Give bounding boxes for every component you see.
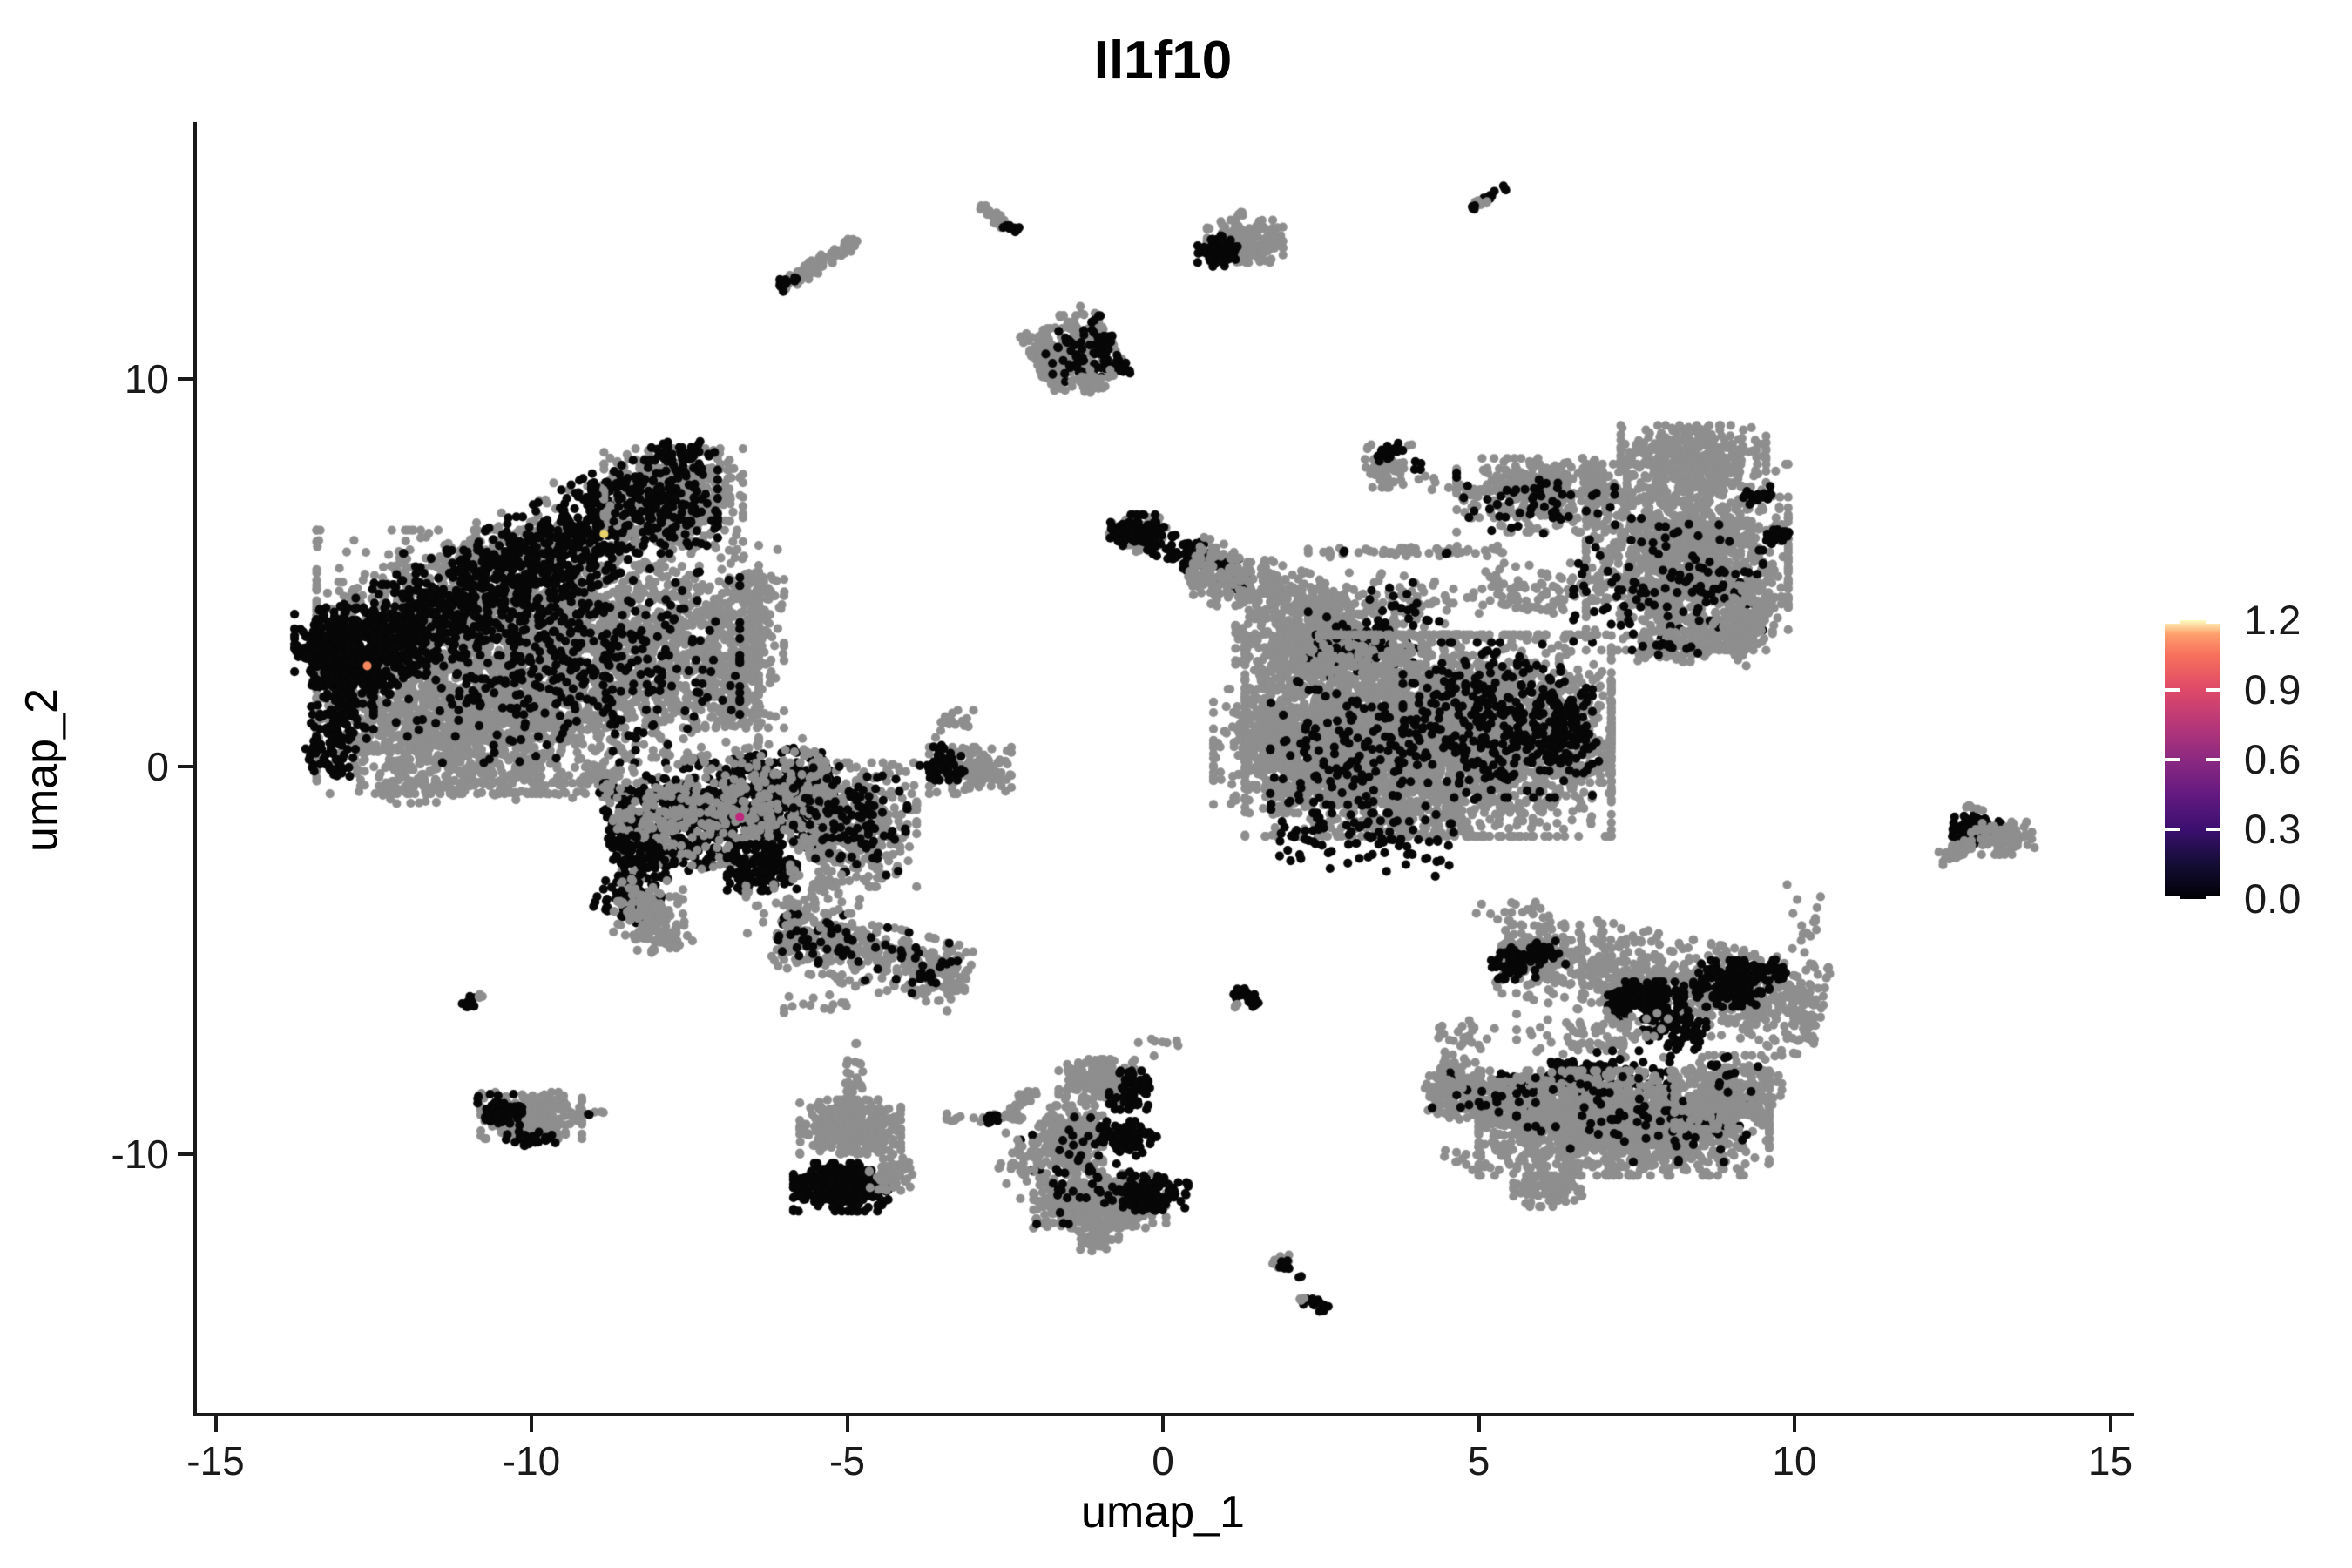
plot-title: Il1f10	[1093, 30, 1233, 91]
x-tick-label: 5	[1467, 1438, 1490, 1484]
y-tick-label: 10	[124, 356, 169, 402]
x-tick-mark	[2108, 1416, 2112, 1432]
colorbar-tick-mark	[2165, 620, 2180, 624]
colorbar-tick-mark	[2206, 620, 2220, 624]
colorbar-tick-mark	[2165, 758, 2180, 761]
colorbar-tick-label: 0.3	[2244, 806, 2301, 852]
colorbar-tick-mark	[2165, 896, 2180, 899]
y-tick-mark	[178, 1152, 193, 1156]
colorbar-tick-label: 0.6	[2244, 736, 2301, 782]
y-axis-line	[193, 122, 197, 1416]
x-axis-line	[193, 1413, 2134, 1416]
x-tick-label: -15	[186, 1438, 245, 1484]
x-tick-label: -5	[829, 1438, 865, 1484]
x-axis-title: umap_1	[1081, 1487, 1245, 1538]
x-tick-label: 10	[1772, 1438, 1817, 1484]
x-tick-mark	[1477, 1416, 1481, 1432]
colorbar-tick-mark	[2206, 758, 2220, 761]
colorbar-tick-mark	[2165, 828, 2180, 831]
x-tick-mark	[845, 1416, 849, 1432]
y-tick-mark	[178, 377, 193, 381]
y-axis-title: umap_2	[17, 688, 67, 852]
colorbar-tick-label: 0.9	[2244, 666, 2301, 713]
x-tick-mark	[530, 1416, 533, 1432]
y-tick-label: 0	[146, 744, 169, 789]
x-tick-label: 0	[1152, 1438, 1174, 1484]
x-tick-mark	[213, 1416, 218, 1432]
y-tick-label: -10	[111, 1132, 169, 1177]
y-tick-mark	[178, 765, 193, 768]
colorbar-tick-label: 1.2	[2244, 597, 2301, 643]
colorbar-tick-mark	[2165, 688, 2180, 692]
x-tick-label: -10	[502, 1438, 561, 1484]
x-tick-mark	[1161, 1416, 1165, 1432]
colorbar-tick-label: 0.0	[2244, 875, 2301, 922]
x-tick-label: 15	[2087, 1438, 2133, 1484]
colorbar-tick-mark	[2206, 688, 2220, 692]
colorbar-tick-mark	[2206, 896, 2220, 899]
x-tick-mark	[1793, 1416, 1796, 1432]
colorbar-tick-mark	[2206, 828, 2220, 831]
